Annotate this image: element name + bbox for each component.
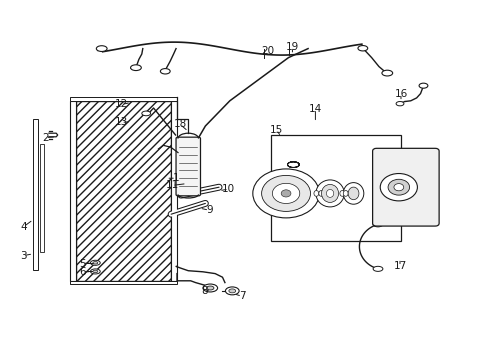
Text: 1: 1 <box>172 173 179 183</box>
Ellipse shape <box>347 187 358 200</box>
Bar <box>33 119 38 270</box>
Text: 6: 6 <box>79 267 85 277</box>
Text: 11: 11 <box>165 180 179 190</box>
Ellipse shape <box>357 46 367 51</box>
Ellipse shape <box>372 222 382 227</box>
Circle shape <box>261 175 310 211</box>
Bar <box>171 101 177 281</box>
Ellipse shape <box>343 190 347 196</box>
FancyBboxPatch shape <box>372 148 438 226</box>
Text: 2: 2 <box>42 132 49 143</box>
Bar <box>76 101 171 281</box>
Ellipse shape <box>321 184 338 202</box>
Circle shape <box>387 179 409 195</box>
Bar <box>70 281 177 284</box>
Ellipse shape <box>372 266 382 271</box>
Circle shape <box>272 183 299 203</box>
Text: 3: 3 <box>20 251 27 261</box>
Ellipse shape <box>395 102 403 106</box>
Text: 19: 19 <box>285 42 299 52</box>
Bar <box>40 144 44 252</box>
Ellipse shape <box>93 270 98 273</box>
Circle shape <box>252 169 319 218</box>
Ellipse shape <box>203 284 217 292</box>
Ellipse shape <box>315 180 344 207</box>
Bar <box>271 135 400 241</box>
Ellipse shape <box>228 289 235 293</box>
Text: 12: 12 <box>114 99 128 109</box>
Text: 18: 18 <box>173 119 186 129</box>
Ellipse shape <box>90 260 100 265</box>
Text: 17: 17 <box>392 261 406 271</box>
Ellipse shape <box>343 183 363 204</box>
Ellipse shape <box>206 286 214 290</box>
Bar <box>70 101 76 281</box>
Text: 10: 10 <box>222 184 235 194</box>
Ellipse shape <box>142 111 150 116</box>
Text: 14: 14 <box>308 104 322 114</box>
Ellipse shape <box>96 46 107 51</box>
Ellipse shape <box>160 68 170 74</box>
Text: 15: 15 <box>269 125 283 135</box>
Ellipse shape <box>418 83 427 88</box>
Ellipse shape <box>90 269 100 274</box>
Circle shape <box>380 174 417 201</box>
Ellipse shape <box>225 287 239 295</box>
Circle shape <box>393 184 403 191</box>
Ellipse shape <box>381 70 392 76</box>
Ellipse shape <box>326 189 333 197</box>
Text: 13: 13 <box>114 117 128 127</box>
Ellipse shape <box>130 65 141 71</box>
Text: 7: 7 <box>238 291 245 301</box>
Text: 20: 20 <box>261 46 274 56</box>
Ellipse shape <box>93 261 98 264</box>
Ellipse shape <box>339 190 344 196</box>
Circle shape <box>281 190 290 197</box>
Ellipse shape <box>318 190 323 196</box>
Text: 8: 8 <box>201 286 207 296</box>
Bar <box>70 97 177 101</box>
Text: 5: 5 <box>79 258 85 269</box>
FancyBboxPatch shape <box>176 137 200 196</box>
Ellipse shape <box>313 190 318 196</box>
Text: 16: 16 <box>393 89 407 99</box>
Text: 4: 4 <box>20 222 27 232</box>
Text: 9: 9 <box>205 205 212 215</box>
